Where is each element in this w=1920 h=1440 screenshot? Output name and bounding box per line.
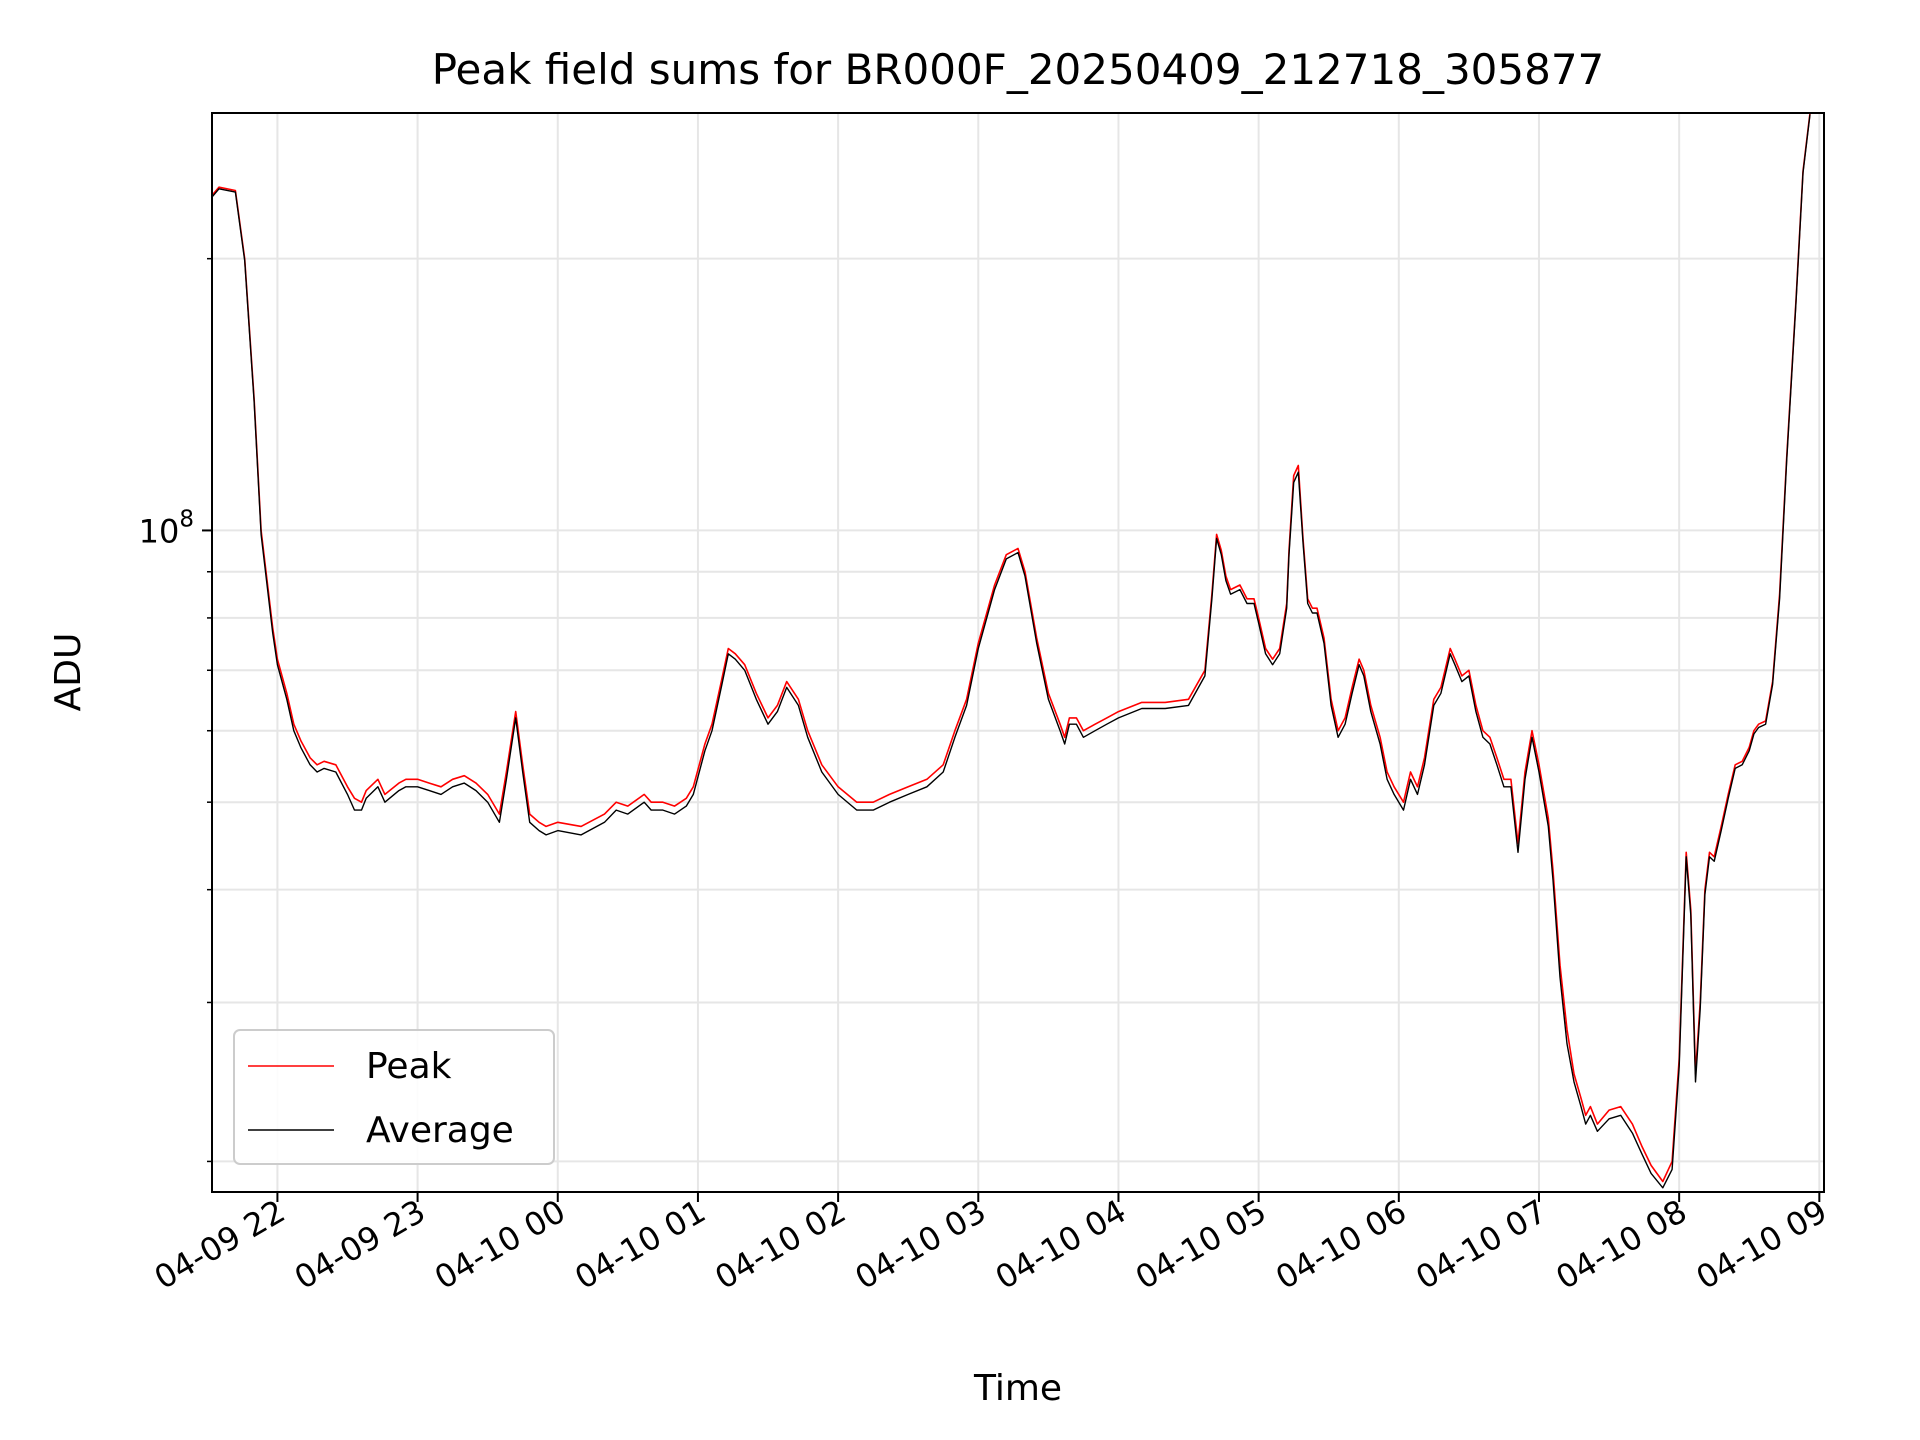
plot-frame <box>211 112 1825 1193</box>
series-line-average <box>212 114 1811 1189</box>
legend-label-average: Average <box>366 1110 514 1151</box>
chart-title: Peak field sums for BR000F_20250409_2127… <box>432 45 1605 94</box>
y-axis-label: ADU <box>48 633 89 712</box>
x-axis-label: Time <box>973 1368 1062 1409</box>
y-axis: 108 <box>139 257 212 1163</box>
grid <box>212 113 1824 1192</box>
legend-label-peak: Peak <box>366 1046 452 1087</box>
y-tick-label: 108 <box>139 506 194 550</box>
series-layer <box>212 113 1811 1189</box>
legend: Peak Average <box>233 1029 555 1165</box>
